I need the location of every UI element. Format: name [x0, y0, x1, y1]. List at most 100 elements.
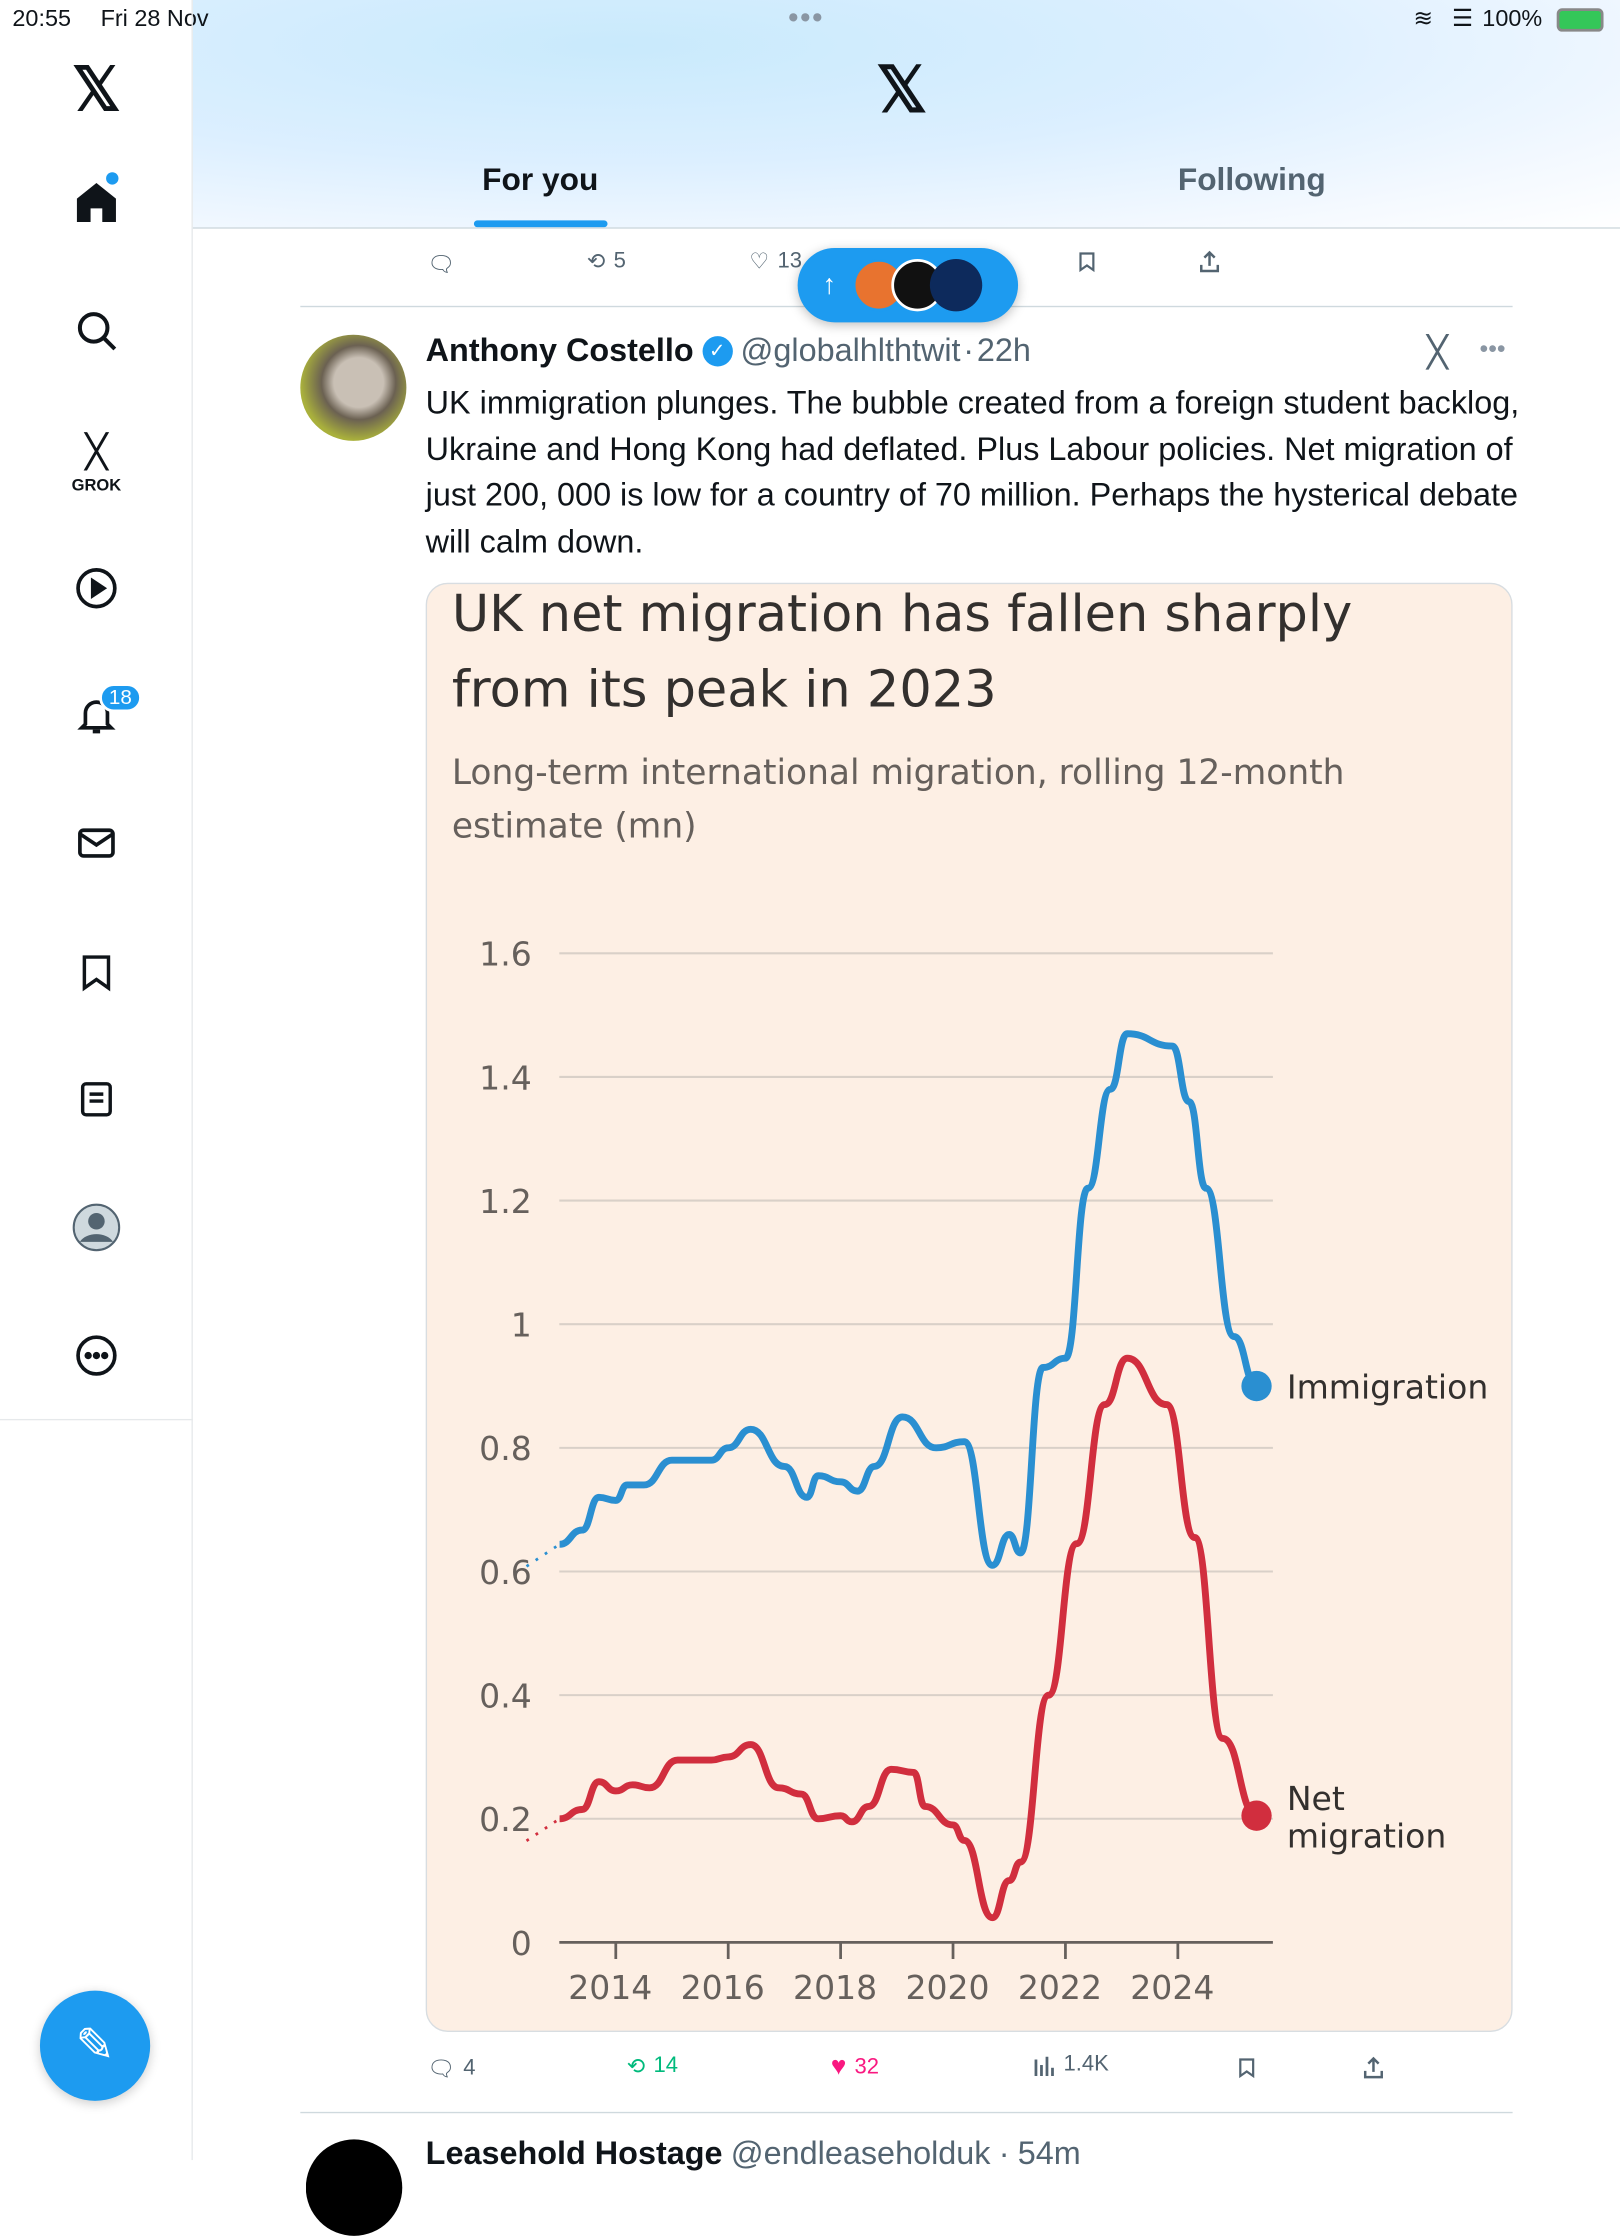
like-button[interactable]: ♥ 32	[831, 2053, 879, 2083]
search-icon	[77, 312, 117, 351]
grok-icon[interactable]: ᚷ	[1425, 330, 1449, 374]
chart-card[interactable]: UK net migration has fallen sharply from…	[425, 582, 1513, 2032]
author-name[interactable]: Anthony Costello	[425, 332, 694, 368]
retweet-button[interactable]: ⟲ 14	[627, 2053, 678, 2081]
tab-following[interactable]: Following	[1177, 161, 1326, 197]
list-doc-icon	[80, 1082, 112, 1117]
notification-badge: 18	[99, 683, 142, 713]
prev-like-button[interactable]: ♡ 13	[749, 248, 802, 276]
grok-label: GROK	[71, 475, 122, 495]
y-tick-label: 0.8	[479, 1429, 532, 1468]
sidebar-item-search[interactable]	[69, 303, 124, 358]
status-date: Fri 28 Nov	[100, 5, 209, 32]
next-author-name[interactable]: Leasehold Hostage	[425, 2135, 723, 2172]
author-handle[interactable]: @globalhlthtwit	[740, 332, 961, 368]
bookmark-button[interactable]	[1236, 2054, 1258, 2082]
series-end-marker	[1241, 1800, 1272, 1831]
x-logo-icon[interactable]: 𝕏	[72, 55, 121, 124]
series-label: Immigration	[1287, 1367, 1488, 1406]
avatar	[72, 1203, 121, 1252]
battery-percent: 100%	[1482, 5, 1543, 32]
compose-post-button[interactable]: ✎	[39, 1990, 151, 2101]
chart-plot: 0 0.2 0.4 0.6 0.8 1 1.2 1.4 1.6 2014 2016 2018 2020 2…	[479, 935, 1488, 2007]
y-tick-label: 0.6	[479, 1553, 532, 1592]
x-logo-header-icon[interactable]: 𝕏	[876, 53, 928, 126]
retweet-icon: ⟲	[626, 2055, 646, 2079]
reply-icon: 🗨︎	[427, 2058, 456, 2082]
heart-filled-icon: ♥	[830, 2052, 847, 2082]
verified-badge-icon: ✓	[701, 335, 733, 366]
x-tick-label: 2018	[793, 1968, 877, 2007]
more-circle-icon	[76, 1335, 117, 1376]
sidebar-item-video[interactable]	[69, 561, 124, 616]
share-icon	[1200, 250, 1220, 273]
like-count: 32	[854, 2055, 880, 2079]
sidebar-item-grok[interactable]: ᚷ GROK	[69, 424, 124, 501]
prev-bookmark-button[interactable]	[1076, 248, 1098, 276]
avatar	[929, 258, 983, 312]
y-tick-label: 1.6	[479, 935, 532, 974]
series-label: Net migration	[1287, 1779, 1447, 1855]
separator: ·	[963, 332, 975, 368]
list-icon: ☰	[1451, 5, 1473, 32]
active-tab-indicator	[473, 220, 608, 228]
tweet-divider	[300, 2111, 1513, 2114]
sidebar-item-notifications[interactable]: 18	[69, 683, 142, 742]
play-icon	[76, 568, 117, 609]
tweet-time[interactable]: 22h	[976, 332, 1031, 368]
sidebar-item-profile[interactable]	[69, 1200, 124, 1255]
feather-plus-icon: ✎	[75, 2019, 115, 2072]
next-author-handle[interactable]: @endleaseholduk	[730, 2135, 991, 2172]
sidebar-item-more[interactable]	[69, 1328, 124, 1383]
home-icon	[76, 182, 116, 223]
sidebar-item-messages[interactable]	[69, 816, 124, 871]
new-posts-pill[interactable]: ↑	[797, 247, 1019, 323]
next-tweet-time[interactable]: 54m	[1017, 2135, 1081, 2172]
x-tick-label: 2024	[1130, 1968, 1214, 2007]
y-tick-label: 0.4	[479, 1677, 532, 1716]
views-button[interactable]: 1.4K	[1033, 2053, 1109, 2078]
multitask-dots-icon[interactable]: •••	[787, 0, 824, 35]
sidebar-divider	[0, 1418, 193, 1421]
prev-reply-button[interactable]: 🗨︎	[427, 251, 455, 279]
chart-subtitle: Long-term international migration, rolli…	[451, 752, 1345, 846]
reply-icon: 🗨︎	[427, 253, 456, 277]
sidebar: 𝕏 ᚷ GROK 18	[0, 0, 193, 2161]
wifi-icon: ≋	[1413, 5, 1434, 32]
share-icon	[1363, 2056, 1383, 2079]
y-tick-label: 1	[511, 1306, 532, 1345]
battery-icon	[1556, 8, 1604, 32]
y-tick-label: 0.2	[479, 1800, 532, 1839]
series-line-0	[559, 1030, 1259, 1569]
share-button[interactable]	[1361, 2054, 1386, 2082]
y-tick-label: 1.4	[479, 1058, 532, 1097]
x-tick-label: 2016	[681, 1968, 765, 2007]
next-author-avatar[interactable]	[305, 2139, 403, 2236]
retweet-count: 14	[653, 2054, 679, 2078]
grok-icon: ᚷ	[84, 429, 109, 476]
series-end-marker	[1241, 1370, 1272, 1402]
series-dotted-start	[525, 1543, 561, 1568]
sidebar-item-lists[interactable]	[69, 1072, 124, 1127]
prev-share-button[interactable]	[1197, 248, 1222, 276]
arrow-up-icon: ↑	[822, 269, 837, 300]
sidebar-item-bookmarks[interactable]	[69, 945, 124, 1000]
series-dotted-start	[525, 1817, 561, 1842]
x-tick-label: 2022	[1018, 1968, 1102, 2007]
bookmark-icon	[82, 955, 111, 992]
analytics-icon	[1034, 2056, 1054, 2077]
retweet-count: 5	[613, 249, 626, 273]
prev-retweet-button[interactable]: ⟲ 5	[587, 248, 626, 276]
bookmark-icon	[1239, 2058, 1255, 2079]
header-divider	[192, 227, 1620, 229]
more-options-icon[interactable]: •••	[1479, 334, 1506, 363]
author-avatar[interactable]	[300, 334, 407, 441]
mail-icon	[78, 828, 115, 858]
x-tick-label: 2020	[905, 1968, 989, 2007]
tab-for-you[interactable]: For you	[482, 161, 599, 197]
sidebar-item-home[interactable]	[69, 172, 124, 230]
header-background	[192, 0, 1620, 229]
separator: ·	[998, 2135, 1010, 2172]
x-tick-label: 2014	[568, 1968, 652, 2007]
reply-button[interactable]: 🗨︎ 4	[427, 2055, 476, 2083]
